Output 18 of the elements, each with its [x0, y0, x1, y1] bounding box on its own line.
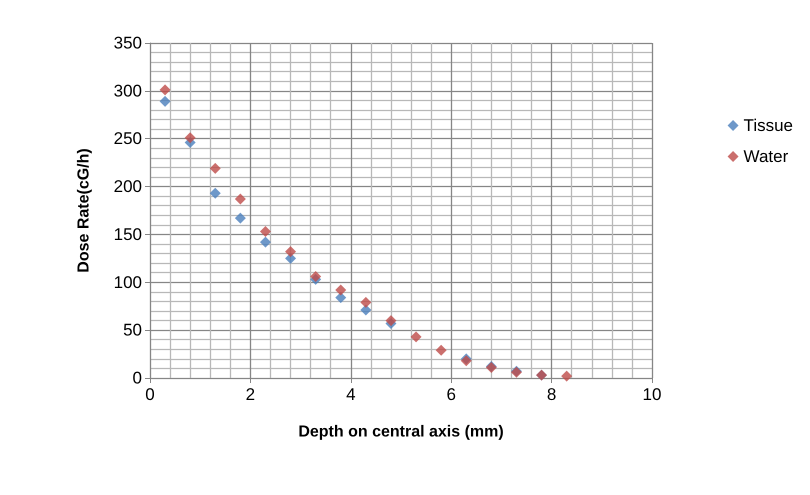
y-axis-title: Dose Rate(cG/h)	[76, 148, 92, 273]
y-tick-label: 100	[114, 272, 142, 292]
legend-label: Water	[744, 147, 789, 166]
y-tick-label: 0	[132, 368, 142, 388]
x-tick-label: 10	[642, 385, 662, 404]
x-tick-label: 4	[346, 385, 356, 404]
y-tick-label: 300	[114, 81, 142, 100]
y-tick-label: 350	[114, 34, 142, 52]
x-tick-label: 2	[246, 385, 256, 404]
x-tick-label: 6	[446, 385, 456, 404]
x-tick-label: 8	[546, 385, 556, 404]
x-axis-title: Depth on central axis (mm)	[298, 424, 504, 440]
y-tick-label: 200	[114, 177, 142, 196]
y-tick-label: 50	[123, 320, 142, 340]
legend-label: Tissue	[744, 116, 794, 135]
y-tick-label: 150	[114, 224, 142, 244]
x-tick-label: 0	[145, 385, 155, 404]
y-tick-label: 250	[114, 129, 142, 148]
